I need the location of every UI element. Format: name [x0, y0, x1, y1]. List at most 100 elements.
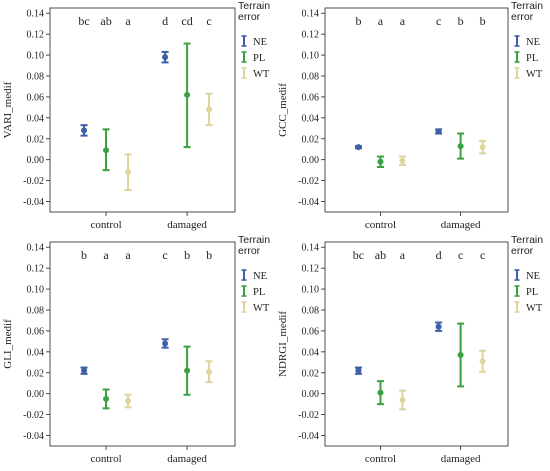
y-tick-label: 0.06 [302, 92, 320, 103]
y-tick-label: -0.02 [298, 410, 319, 421]
mean-point [435, 128, 442, 135]
significance-letter: d [436, 248, 442, 262]
significance-letter: b [355, 14, 361, 28]
y-tick-label: 0.02 [27, 368, 45, 379]
mean-point [103, 395, 110, 402]
mean-point [81, 127, 88, 134]
y-tick-label: -0.02 [23, 410, 44, 421]
chart-panel-1: 0.14 0.12 0.10 0.08 0.06 0.04 0.02 0.00 -0.02 -0.… [2, 0, 270, 231]
significance-letter: a [125, 14, 131, 28]
mean-point [355, 144, 362, 151]
chart-panel-4: 0.14 0.12 0.10 0.08 0.06 0.04 0.02 0.00 -0.02 -0.… [277, 234, 543, 465]
legend-title: error [511, 11, 534, 23]
mean-point [184, 91, 191, 98]
y-tick-label: -0.04 [23, 431, 44, 442]
significance-letter: ab [375, 248, 386, 262]
significance-letter: c [436, 14, 441, 28]
y-tick-label: 0.04 [302, 347, 320, 358]
y-tick-label: 0.10 [27, 285, 45, 296]
y-tick-label: 0.10 [302, 51, 320, 62]
y-tick-label: -0.04 [298, 197, 319, 208]
legend-label: NE [253, 37, 267, 48]
legend-label: PL [253, 53, 265, 64]
plot-frame [324, 241, 509, 447]
mean-point [457, 351, 464, 358]
legend-label: NE [526, 37, 540, 48]
legend-title: Terrain [238, 0, 270, 12]
y-tick-label: 0.00 [27, 389, 45, 400]
y-tick-label: 0.14 [27, 243, 45, 254]
mean-point [162, 340, 169, 347]
y-tick-label: 0.14 [302, 9, 320, 20]
x-tick-label: control [365, 453, 396, 465]
mean-point [103, 147, 110, 154]
mean-point [479, 144, 486, 151]
y-tick-label: -0.04 [23, 197, 44, 208]
y-tick-label: -0.02 [298, 176, 319, 187]
y-tick-label: 0.08 [27, 72, 45, 83]
y-tick-label: 0.00 [27, 155, 45, 166]
chart-panel-3: 0.14 0.12 0.10 0.08 0.06 0.04 0.02 0.00 -0.02 -0.… [2, 234, 270, 465]
x-tick-label: control [365, 219, 396, 231]
mean-point [435, 323, 442, 330]
legend-label: WT [526, 69, 543, 80]
significance-letter: c [162, 248, 167, 262]
x-tick-label: damaged [441, 219, 481, 231]
legend-title: Terrain [511, 0, 543, 12]
x-tick-label: damaged [167, 219, 207, 231]
y-tick-label: 0.10 [302, 285, 320, 296]
y-axis-label: GLI_medif [2, 319, 14, 369]
legend-label: NE [253, 271, 267, 282]
mean-point [355, 367, 362, 374]
y-tick-label: 0.08 [27, 306, 45, 317]
y-tick-label: 0.08 [302, 72, 320, 83]
mean-point [184, 367, 191, 374]
mean-point [206, 106, 213, 113]
x-tick-label: damaged [441, 453, 481, 465]
significance-letter: a [400, 248, 406, 262]
mean-point [206, 368, 213, 375]
y-tick-label: 0.10 [27, 51, 45, 62]
x-tick-label: control [90, 219, 121, 231]
mean-point [377, 389, 384, 396]
y-tick-label: 0.12 [302, 30, 320, 41]
y-axis-label: VARI_medif [2, 81, 14, 138]
y-tick-label: 0.06 [302, 326, 320, 337]
x-tick-label: damaged [167, 453, 207, 465]
legend-label: WT [253, 69, 270, 80]
significance-letter: b [81, 248, 87, 262]
y-tick-label: 0.04 [302, 113, 320, 124]
significance-letter: ab [100, 14, 111, 28]
y-tick-label: 0.00 [302, 155, 320, 166]
significance-letter: a [400, 14, 406, 28]
mean-point [125, 169, 132, 176]
y-axis-label: NDRGI_medif [277, 311, 289, 377]
plot-frame [324, 7, 509, 213]
significance-letter: cd [181, 14, 192, 28]
y-tick-label: 0.12 [27, 30, 45, 41]
y-tick-label: 0.12 [27, 264, 45, 275]
significance-letter: c [458, 248, 463, 262]
x-tick-label: control [90, 453, 121, 465]
significance-letter: bc [353, 248, 364, 262]
y-tick-label: 0.08 [302, 306, 320, 317]
y-tick-label: 0.06 [27, 326, 45, 337]
y-tick-label: 0.12 [302, 264, 320, 275]
significance-letter: b [480, 14, 486, 28]
legend-title: error [238, 245, 261, 257]
mean-point [125, 398, 132, 405]
mean-point [399, 396, 406, 403]
y-tick-label: 0.02 [27, 134, 45, 145]
y-tick-label: 0.14 [27, 9, 45, 20]
y-tick-label: 0.14 [302, 243, 320, 254]
significance-letter: b [184, 248, 190, 262]
mean-point [457, 143, 464, 150]
significance-letter: bc [78, 14, 89, 28]
legend-title: error [511, 245, 534, 257]
y-tick-label: 0.06 [27, 92, 45, 103]
mean-point [162, 54, 169, 61]
significance-letter: b [458, 14, 464, 28]
y-tick-label: 0.04 [27, 113, 45, 124]
legend-label: PL [253, 287, 265, 298]
